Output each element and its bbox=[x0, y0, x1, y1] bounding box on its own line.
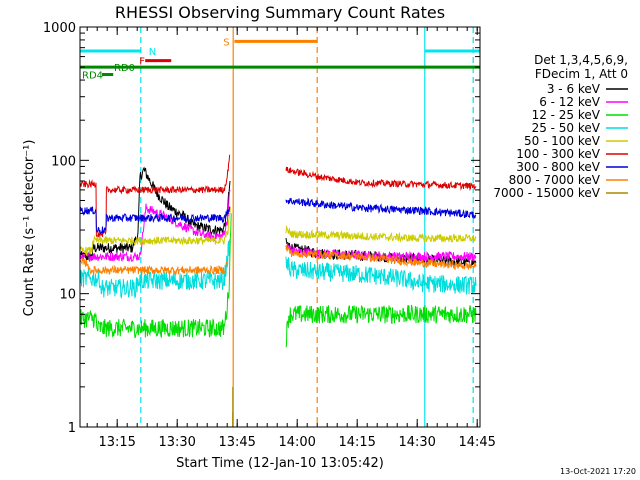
series-12-25-kev-seg-0 bbox=[79, 213, 232, 339]
footer-date: 13-Oct-2021 17:20 bbox=[560, 467, 636, 476]
series-25-50-kev-seg-0 bbox=[79, 239, 231, 300]
chart-title: RHESSI Observing Summary Count Rates bbox=[115, 3, 445, 22]
y-tick-label-2: 100 bbox=[51, 154, 76, 169]
axis-layer: 1 10 100 1000 13:15 13:30 13:45 14:00 14:15 14:30… bbox=[43, 21, 496, 450]
legend-label-5: 100 - 300 keV bbox=[516, 147, 600, 161]
flag-label-f: F bbox=[139, 57, 145, 68]
legend-header-line-2: FDecim 1, Att 0 bbox=[535, 67, 628, 81]
series-300-800-kev-seg-1 bbox=[285, 197, 477, 219]
flag-label-s: S bbox=[223, 37, 229, 48]
series-300-800-kev-seg-0 bbox=[79, 206, 231, 235]
legend-label-2: 12 - 25 keV bbox=[532, 108, 601, 122]
series-12-25-kev-seg-1 bbox=[285, 304, 477, 348]
legend-label-3: 25 - 50 keV bbox=[532, 121, 601, 135]
legend-label-0: 3 - 6 keV bbox=[547, 82, 601, 96]
series-50-100-kev-seg-1 bbox=[285, 224, 477, 243]
flag-label-n: N bbox=[149, 47, 156, 58]
legend-label-7: 800 - 7000 keV bbox=[509, 173, 601, 187]
y-tick-label-1: 10 bbox=[59, 288, 76, 303]
y-tick-label-3: 1000 bbox=[43, 21, 76, 36]
x-tick-label-3: 14:00 bbox=[278, 435, 315, 450]
plot-layer: NF S RD0 RD4 bbox=[79, 27, 480, 427]
x-tick-label-0: 13:15 bbox=[98, 435, 135, 450]
y-tick-label-0: 1 bbox=[68, 421, 76, 436]
legend-label-6: 300 - 800 keV bbox=[516, 160, 600, 174]
legend-label-4: 50 - 100 keV bbox=[524, 134, 601, 148]
series-100-300-kev-seg-1 bbox=[285, 166, 477, 192]
x-tick-label-6: 14:45 bbox=[458, 435, 495, 450]
series-25-50-kev-seg-1 bbox=[285, 256, 477, 295]
y-axis-label: Count Rate (s⁻¹ detector⁻¹) bbox=[22, 140, 37, 317]
flag-label-rd0: RD0 bbox=[114, 63, 135, 74]
flag-label-rd4: RD4 bbox=[82, 71, 103, 82]
legend-header-line-1: Det 1,3,4,5,6,9, bbox=[534, 53, 628, 67]
x-tick-label-4: 14:15 bbox=[338, 435, 375, 450]
x-tick-label-5: 14:30 bbox=[398, 435, 435, 450]
legend-label-1: 6 - 12 keV bbox=[539, 95, 601, 109]
series-800-7000-kev-seg-0 bbox=[79, 257, 228, 276]
series-3-6-kev-seg-0 bbox=[79, 166, 231, 261]
series-800-7000-kev-seg-1 bbox=[285, 246, 477, 271]
x-tick-label-1: 13:30 bbox=[158, 435, 195, 450]
series-50-100-kev-seg-0 bbox=[79, 206, 231, 257]
x-tick-label-2: 13:45 bbox=[218, 435, 255, 450]
plot-frame bbox=[79, 26, 481, 428]
legend-label-8: 7000 - 15000 keV bbox=[493, 186, 600, 200]
series-100-300-kev-seg-0 bbox=[79, 154, 231, 238]
series-6-12-kev-seg-0 bbox=[79, 189, 231, 263]
x-axis-label: Start Time (12-Jan-10 13:05:42) bbox=[176, 456, 384, 471]
